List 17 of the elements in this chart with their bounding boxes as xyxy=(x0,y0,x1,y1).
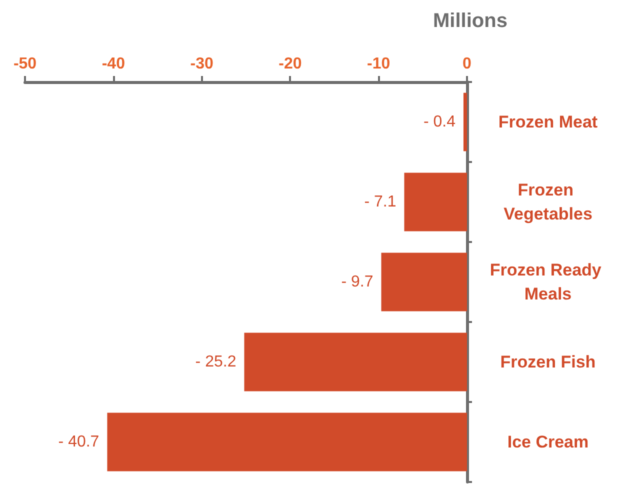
y-tick-label: Frozen Ready Meals xyxy=(490,260,606,304)
x-tick-label: -30 xyxy=(190,56,214,72)
data-label: - 7.1 xyxy=(364,194,396,210)
x-tick-label: -20 xyxy=(278,56,302,72)
y-tick-label: Frozen Meat xyxy=(498,112,598,132)
x-tick-label: -10 xyxy=(367,56,390,72)
x-tick-label: 0 xyxy=(462,56,472,72)
y-tick-label: Frozen Fish xyxy=(500,352,596,372)
data-label: - 25.2 xyxy=(195,354,236,370)
y-tick-label: Ice Cream xyxy=(507,432,589,452)
y-tick-label: Frozen Vegetables xyxy=(504,180,592,224)
x-tick-label: -50 xyxy=(13,56,37,72)
data-label: - 9.7 xyxy=(341,274,374,290)
x-tick-label: -40 xyxy=(102,56,126,72)
data-label: - 40.7 xyxy=(58,434,100,450)
x-axis-title: Millions xyxy=(433,10,508,32)
data-label: - 0.4 xyxy=(423,114,456,130)
